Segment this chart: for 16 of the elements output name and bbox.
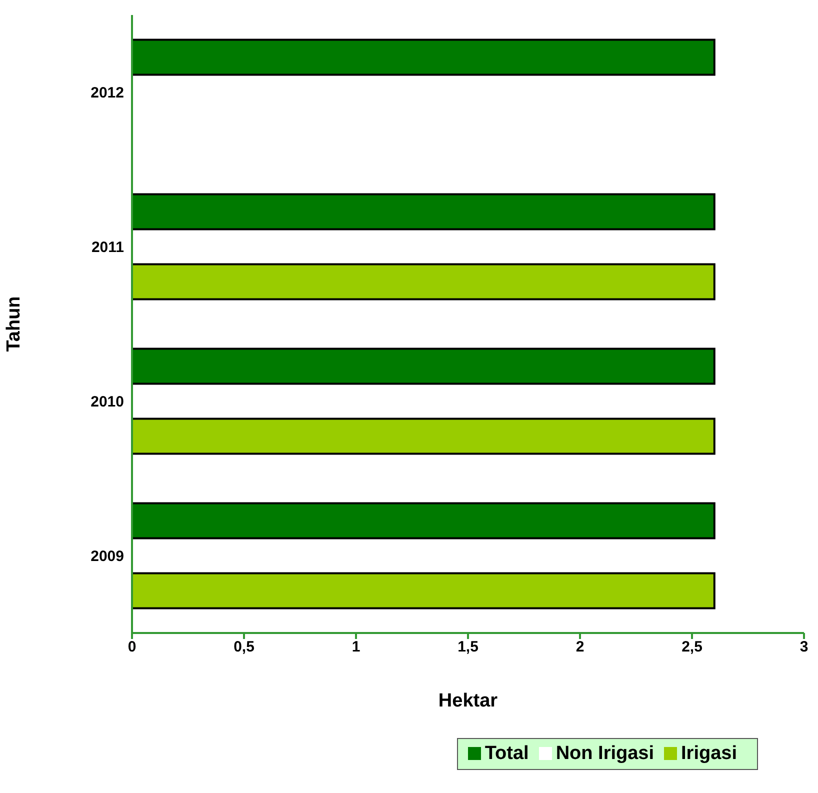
x-tick-label: 0,5 — [234, 638, 254, 656]
legend-label: Irigasi — [681, 743, 737, 764]
x-tick-label: 0 — [128, 638, 136, 656]
y-axis-title: Tahun — [4, 296, 25, 352]
x-tick-label: 1 — [352, 638, 360, 656]
x-tick-label: 3 — [800, 638, 808, 656]
x-tick-label: 1,5 — [458, 638, 478, 656]
y-tick-label: 2012 — [90, 84, 124, 102]
legend-label: Total — [484, 743, 529, 764]
legend-label: Non Irigasi — [556, 743, 654, 764]
x-tick-label: 2,5 — [682, 638, 702, 656]
x-tick-label: 2 — [576, 638, 584, 656]
y-tick-label: 2011 — [91, 239, 124, 256]
y-tick-label: 2009 — [90, 548, 124, 566]
y-tick-label: 2010 — [90, 394, 124, 411]
x-axis-title: Hektar — [438, 690, 498, 712]
